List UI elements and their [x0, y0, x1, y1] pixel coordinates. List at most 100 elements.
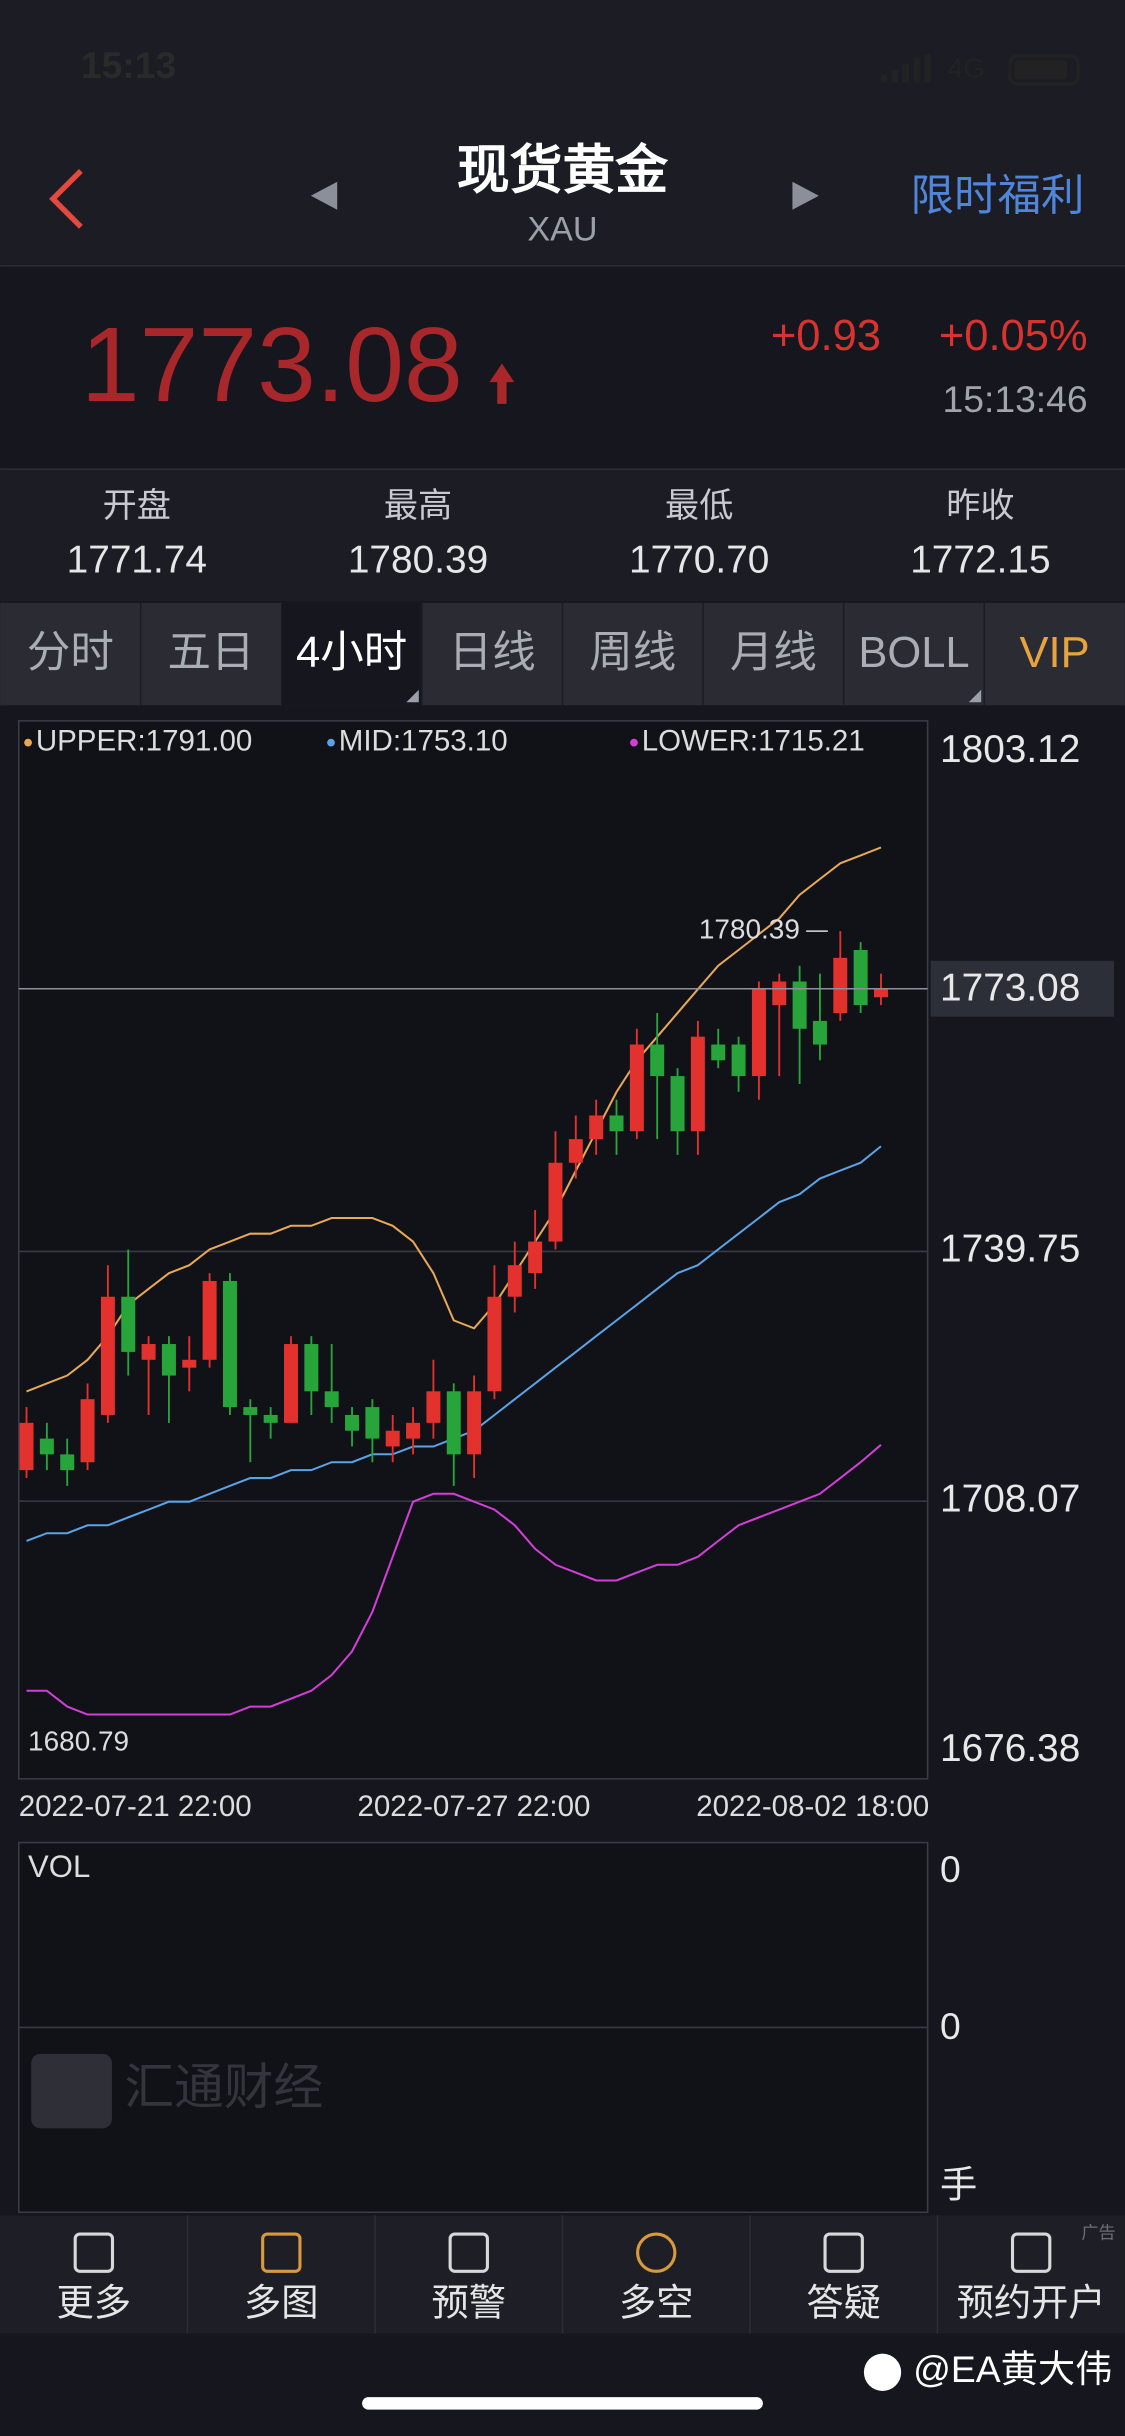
subtitle: XAU [527, 211, 597, 249]
nav-icon[interactable] [261, 2232, 302, 2273]
stat-value: 1771.74 [67, 539, 207, 582]
candle-body [650, 1044, 665, 1077]
tab[interactable]: 五日 [168, 629, 255, 677]
promo[interactable]: 限时福利 [910, 172, 1084, 220]
nav-label[interactable]: 预约开户 [957, 2281, 1106, 2323]
candle-body [711, 1044, 726, 1061]
y-tick-label: 1708.07 [940, 1477, 1080, 1520]
candle-body [100, 1296, 115, 1415]
volume-tick-label: 0 [940, 1848, 961, 1890]
boll-line [26, 846, 882, 1393]
candle-body [792, 981, 807, 1029]
home-indicator [362, 2397, 763, 2410]
volume-tick-label: 0 [940, 2005, 961, 2047]
legend-label: LOWER:1715.21 [642, 724, 865, 757]
min-label: 1680.79 [28, 1725, 129, 1756]
nav-label[interactable]: 多图 [244, 2281, 319, 2323]
candle-body [853, 949, 868, 1006]
tab[interactable]: BOLL [858, 629, 969, 677]
candle-body [284, 1344, 298, 1423]
candle-body [670, 1076, 685, 1132]
stat-label: 开盘 [103, 487, 171, 525]
quote-time: 15:13:46 [943, 378, 1088, 420]
candle-body [426, 1391, 441, 1423]
ad-tag: 广告 [1081, 2224, 1115, 2243]
candle-body [406, 1422, 421, 1439]
prev-button[interactable] [310, 181, 338, 210]
title: 现货黄金 [457, 141, 668, 200]
candle-body [833, 957, 848, 1014]
candle-body [548, 1162, 563, 1242]
legend-dot [630, 738, 638, 747]
candle-body [39, 1438, 54, 1455]
y-tick-label: 1739.75 [940, 1228, 1080, 1271]
candle-body [222, 1280, 237, 1408]
x-tick-label: 2022-07-21 22:00 [19, 1790, 252, 1823]
stat-label: 昨收 [946, 487, 1014, 525]
status-time: 15:13 [81, 44, 176, 86]
legend-dot [24, 738, 32, 747]
tab[interactable]: 周线 [589, 629, 676, 677]
tab[interactable]: VIP [1020, 629, 1090, 677]
candle-body [568, 1139, 583, 1163]
x-tick-label: 2022-07-27 22:00 [357, 1790, 590, 1823]
last-price-label: 1773.08 [940, 967, 1080, 1010]
battery [1008, 54, 1080, 86]
stat-value: 1772.15 [910, 539, 1050, 582]
tab[interactable]: 日线 [449, 629, 536, 677]
candle-body [812, 1020, 827, 1045]
last-price-box [930, 960, 1115, 1017]
y-tick-label: 1803.12 [940, 728, 1080, 771]
nav-label[interactable]: 多空 [619, 2281, 694, 2323]
stat-value: 1770.70 [629, 539, 769, 582]
candle-body [80, 1399, 95, 1463]
candle-body [19, 1422, 34, 1471]
nav-icon[interactable] [1010, 2232, 1052, 2273]
change-pct: +0.05% [939, 312, 1088, 360]
tab-selected [281, 602, 422, 706]
credit: @EA黄大伟 [913, 2348, 1112, 2390]
candle-body [629, 1044, 644, 1132]
watermark: 汇通财经 [124, 2059, 323, 2115]
candle-body [467, 1391, 482, 1455]
stat-label: 最高 [384, 487, 452, 525]
candle-body [772, 981, 787, 1006]
candle-body [690, 1036, 705, 1132]
change: +0.93 [771, 312, 881, 360]
nav-label[interactable]: 预警 [432, 2281, 507, 2323]
nav-label[interactable]: 更多 [57, 2281, 132, 2323]
next-button[interactable] [792, 181, 819, 210]
stat-value: 1780.39 [348, 539, 488, 582]
candle-body [121, 1296, 136, 1352]
watermark-logo [31, 2053, 112, 2129]
candle-body [263, 1414, 278, 1423]
top-bar [0, 0, 1125, 265]
facebook-icon [863, 2353, 902, 2391]
nav-icon[interactable] [636, 2232, 677, 2273]
back-button[interactable] [49, 168, 83, 229]
candle-body [304, 1344, 319, 1392]
candle-body [60, 1454, 75, 1471]
x-tick-label: 2022-08-02 18:00 [696, 1790, 929, 1823]
candle-body [609, 1115, 624, 1132]
stats-bar [0, 469, 1125, 602]
tab[interactable]: 月线 [730, 629, 817, 677]
nav-icon[interactable] [823, 2232, 864, 2273]
candle-body [365, 1407, 380, 1439]
candle-body [182, 1359, 197, 1368]
volume-title: VOL [28, 1849, 90, 1884]
up-arrow [489, 363, 515, 404]
candle-body [589, 1115, 604, 1140]
tab[interactable]: 分时 [27, 629, 114, 677]
nav-icon[interactable] [448, 2232, 489, 2273]
candle-body [324, 1391, 339, 1408]
price: 1773.08 [81, 306, 463, 424]
nav-label[interactable]: 答疑 [806, 2281, 881, 2323]
candle-body [751, 989, 766, 1077]
tab[interactable]: 4小时 [296, 629, 407, 677]
candle-body [873, 988, 888, 998]
nav-icon[interactable] [73, 2232, 115, 2273]
chart-panel [17, 720, 929, 1780]
